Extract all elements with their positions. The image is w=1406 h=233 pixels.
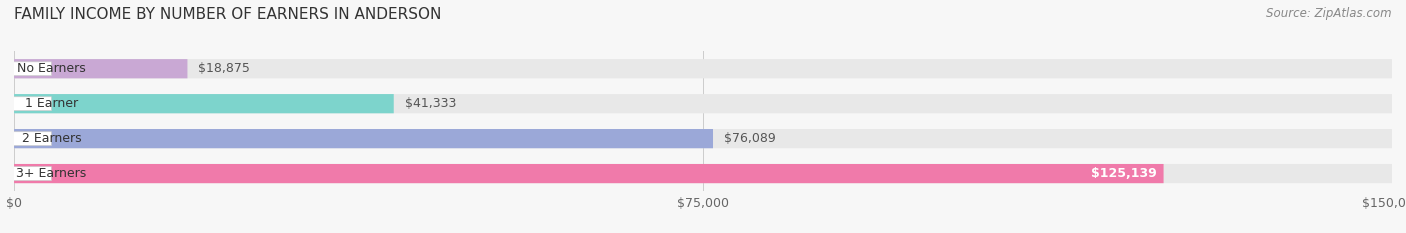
FancyBboxPatch shape: [14, 129, 713, 148]
Text: 1 Earner: 1 Earner: [25, 97, 77, 110]
Text: $125,139: $125,139: [1091, 167, 1157, 180]
FancyBboxPatch shape: [14, 59, 187, 78]
FancyBboxPatch shape: [14, 94, 394, 113]
Text: No Earners: No Earners: [17, 62, 86, 75]
Text: $76,089: $76,089: [724, 132, 776, 145]
FancyBboxPatch shape: [14, 164, 1164, 183]
Text: 2 Earners: 2 Earners: [21, 132, 82, 145]
FancyBboxPatch shape: [14, 164, 1392, 183]
FancyBboxPatch shape: [14, 94, 1392, 113]
Text: 3+ Earners: 3+ Earners: [17, 167, 87, 180]
FancyBboxPatch shape: [14, 129, 1392, 148]
Text: Source: ZipAtlas.com: Source: ZipAtlas.com: [1267, 7, 1392, 20]
Text: $41,333: $41,333: [405, 97, 456, 110]
Text: $18,875: $18,875: [198, 62, 250, 75]
FancyBboxPatch shape: [0, 167, 52, 181]
FancyBboxPatch shape: [0, 132, 52, 146]
FancyBboxPatch shape: [0, 97, 52, 111]
FancyBboxPatch shape: [14, 59, 1392, 78]
Text: FAMILY INCOME BY NUMBER OF EARNERS IN ANDERSON: FAMILY INCOME BY NUMBER OF EARNERS IN AN…: [14, 7, 441, 22]
FancyBboxPatch shape: [0, 62, 52, 76]
